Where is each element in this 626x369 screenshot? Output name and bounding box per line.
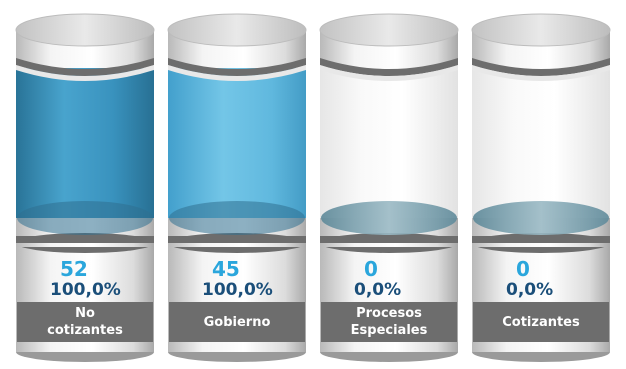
cylinder-upper-ring-lip bbox=[472, 65, 610, 81]
percent-label-3: 0,0% bbox=[354, 280, 402, 300]
cylinder-upper-ring-lip bbox=[320, 65, 458, 81]
cylinder-glass bbox=[320, 68, 458, 218]
cylinder-upper-ring-lip bbox=[168, 65, 306, 81]
cylinder-lower-ring-gap bbox=[320, 243, 458, 247]
cylinder-upper-ring-lip bbox=[16, 65, 154, 81]
cylinder-top-cap bbox=[15, 13, 155, 47]
bar-fill-2 bbox=[168, 68, 306, 218]
cylinder-glass bbox=[472, 68, 610, 218]
cylinder-lower-ring-gap bbox=[16, 243, 154, 247]
cylinder-upper-ring bbox=[168, 58, 306, 76]
value-label-2: 45 bbox=[212, 257, 240, 281]
cylinder-pool bbox=[169, 201, 305, 235]
percent-label-2: 100,0% bbox=[202, 280, 273, 300]
percent-label-4: 0,0% bbox=[506, 280, 554, 300]
cylinder-top-cap bbox=[471, 13, 611, 47]
cylinder-upper-ring bbox=[472, 58, 610, 76]
value-label-4: 0 bbox=[516, 257, 530, 281]
cylinder-upper-ring bbox=[320, 58, 458, 76]
category-label-4: Cotizantes bbox=[473, 302, 609, 342]
cylinder-lower-ring-gap bbox=[472, 243, 610, 247]
cylinder-pool bbox=[473, 201, 609, 235]
bar-fill-1 bbox=[16, 68, 154, 218]
cylinder-top-cap bbox=[319, 13, 459, 47]
category-label-1: No cotizantes bbox=[17, 302, 153, 342]
category-label-3: Procesos Especiales bbox=[321, 302, 457, 342]
cylinder-lower-ring-gap bbox=[168, 243, 306, 247]
percent-label-1: 100,0% bbox=[50, 280, 121, 300]
category-label-2: Gobierno bbox=[169, 302, 305, 342]
cylinder-top-cap bbox=[167, 13, 307, 47]
cylinder-pool bbox=[17, 201, 153, 235]
cylinder-pool bbox=[321, 201, 457, 235]
value-label-3: 0 bbox=[364, 257, 378, 281]
cylinder-upper-ring bbox=[16, 58, 154, 76]
value-label-1: 52 bbox=[60, 257, 88, 281]
